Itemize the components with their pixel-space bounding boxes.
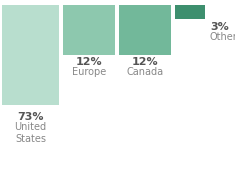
Text: Canada: Canada xyxy=(126,67,164,77)
FancyBboxPatch shape xyxy=(175,5,205,19)
FancyBboxPatch shape xyxy=(63,5,115,55)
Text: 73%: 73% xyxy=(17,112,44,122)
FancyBboxPatch shape xyxy=(119,5,171,55)
Text: 12%: 12% xyxy=(132,57,158,67)
Text: Other: Other xyxy=(210,32,235,42)
Text: 12%: 12% xyxy=(76,57,102,67)
Text: Europe: Europe xyxy=(72,67,106,77)
Text: 3%: 3% xyxy=(210,22,229,32)
Text: United
States: United States xyxy=(14,122,47,144)
FancyBboxPatch shape xyxy=(2,5,59,105)
